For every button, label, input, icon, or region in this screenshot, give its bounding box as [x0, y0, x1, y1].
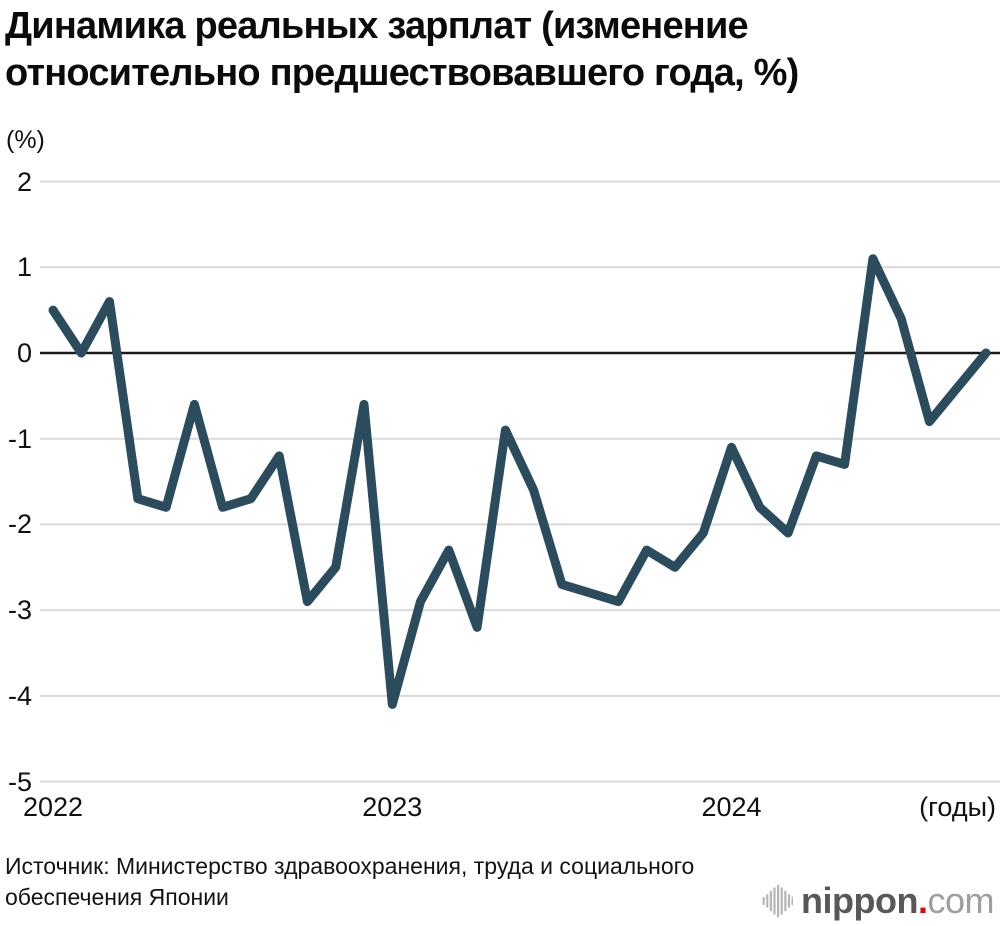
- y-tick-label: 1: [16, 252, 32, 283]
- x-tick-label: 2022: [22, 792, 84, 822]
- y-tick-label: -4: [7, 680, 32, 711]
- x-tick-label: 2024: [701, 792, 762, 822]
- nippon-logo: nippon.com: [762, 881, 994, 921]
- source-caption: Источник: Министерство здравоохранения, …: [5, 853, 695, 911]
- y-tick-label: 0: [16, 338, 32, 368]
- y-tick-label: -1: [7, 423, 32, 454]
- y-tick-label: -2: [7, 509, 32, 540]
- y-tick-label: 2: [16, 166, 32, 197]
- soundwave-icon: [762, 884, 794, 918]
- logo-wordmark: nippon.com: [801, 881, 994, 921]
- y-tick-label: -5: [7, 766, 32, 797]
- x-axis-unit-label: (годы): [919, 792, 996, 822]
- logo-tld: com: [927, 880, 994, 921]
- y-axis-unit-label: (%): [6, 126, 45, 154]
- x-tick-label: 2023: [362, 792, 423, 822]
- logo-dot: .: [917, 880, 928, 921]
- real-wages-line: [48, 254, 991, 709]
- page-title: Динамика реальных зарплат (изменение отн…: [5, 5, 799, 94]
- logo-brand: nippon: [801, 880, 918, 921]
- y-tick-label: -3: [7, 595, 32, 626]
